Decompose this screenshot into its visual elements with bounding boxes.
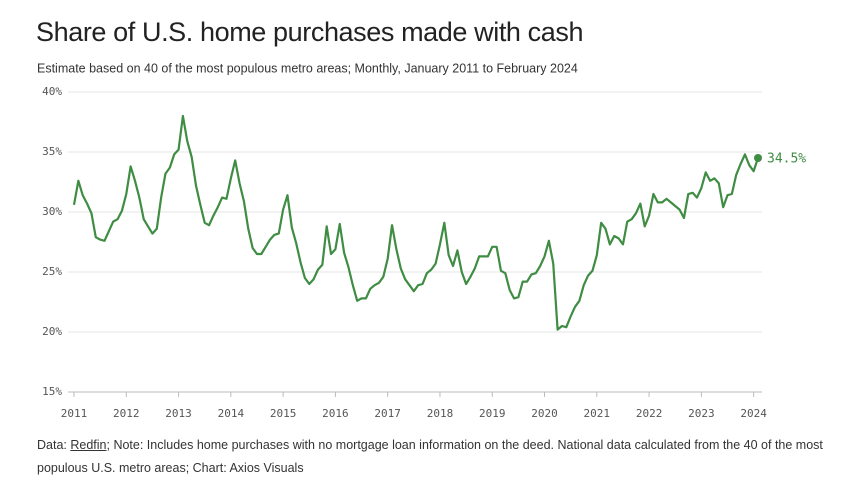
chart-title: Share of U.S. home purchases made with c…	[36, 17, 583, 47]
x-tick-label: 2021	[584, 407, 611, 420]
x-tick-label: 2020	[531, 407, 558, 420]
chart: Share of U.S. home purchases made with c…	[36, 17, 806, 420]
value-label: 34.5%	[767, 152, 806, 167]
source-prefix: Data:	[37, 438, 71, 452]
x-tick-label: 2014	[218, 407, 245, 420]
x-tick-label: 2012	[113, 407, 140, 420]
x-tick-label: 2023	[688, 407, 715, 420]
y-tick-label: 15%	[42, 385, 62, 398]
x-tick-label: 2019	[479, 407, 506, 420]
y-tick-label: 40%	[42, 85, 62, 98]
data-line	[72, 114, 760, 331]
chart-subtitle: Estimate based on 40 of the most populou…	[37, 61, 578, 75]
y-tick-label: 30%	[42, 205, 62, 218]
x-tick-label: 2011	[61, 407, 88, 420]
x-tick-label: 2013	[165, 407, 192, 420]
x-tick-label: 2017	[374, 407, 401, 420]
x-tick-label: 2022	[636, 407, 663, 420]
source-link[interactable]: Redfin	[70, 438, 107, 452]
y-tick-label: 35%	[42, 145, 62, 158]
x-tick-label: 2015	[270, 407, 297, 420]
footnote: Data: Redfin; Note: Includes home purcha…	[37, 434, 827, 480]
end-point	[754, 154, 762, 162]
x-tick-label: 2016	[322, 407, 349, 420]
x-tick-label: 2018	[427, 407, 454, 420]
y-tick-label: 20%	[42, 325, 62, 338]
source-text: ; Note: Includes home purchases with no …	[37, 438, 823, 475]
y-tick-label: 25%	[42, 265, 62, 278]
x-tick-label: 2024	[740, 407, 767, 420]
